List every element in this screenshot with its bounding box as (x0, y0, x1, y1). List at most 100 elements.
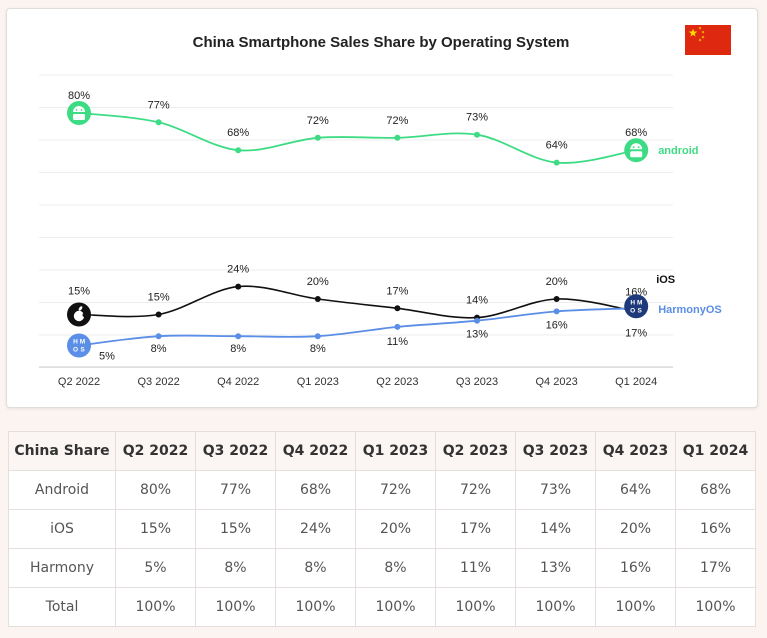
table-cell: 100% (355, 587, 436, 627)
data-label: 68% (227, 127, 249, 139)
x-tick-label: Q2 2023 (376, 376, 418, 388)
table-cell: 11% (435, 548, 516, 588)
table-cell: 100% (435, 587, 516, 627)
table-cell: 17% (435, 509, 516, 549)
table-cell: 14% (515, 509, 596, 549)
x-tick-label: Q2 2022 (58, 376, 100, 388)
share-table: China Share Q2 2022 Q3 2022 Q4 2022 Q1 2023 Q… (8, 431, 756, 627)
table-header-row: China Share Q2 2022 Q3 2022 Q4 2022 Q1 2023 Q… (8, 431, 756, 471)
table-row: Total 100% 100% 100% 100% 100% 100% 100% 100% (8, 587, 756, 627)
table-cell: 15% (115, 509, 196, 549)
data-point (474, 317, 480, 324)
data-label: 15% (148, 292, 170, 304)
table-cell: 100% (195, 587, 276, 627)
hmos-logo-icon: H MO S (67, 333, 91, 358)
android-eye (75, 109, 78, 111)
table-row: iOS 15% 15% 24% 20% 17% 14% 20% 16% (8, 509, 756, 549)
chart-title: China Smartphone Sales Share by Operatin… (193, 34, 570, 51)
data-point (155, 119, 162, 126)
hmos-badge-letter: H (73, 339, 78, 346)
table-row: Android 80% 77% 68% 72% 72% 73% 64% 68% (8, 470, 756, 510)
data-point (314, 134, 321, 141)
table-cell: 77% (195, 470, 276, 510)
data-point (394, 305, 401, 312)
flag-star (701, 35, 705, 39)
table-cell: 73% (515, 470, 596, 510)
data-label: 17% (625, 327, 647, 339)
table-row-label: Android (8, 470, 116, 510)
table-column-header: Q1 2023 (355, 431, 436, 471)
table-cell: 100% (675, 587, 756, 627)
data-point (474, 131, 480, 138)
data-label: 20% (546, 276, 568, 288)
apple-logo-icon (67, 302, 91, 327)
hmos-badge-letter: M (80, 339, 85, 346)
table-row: Harmony 5% 8% 8% 8% 11% 13% 16% 17% (8, 548, 756, 588)
hmos-logo-icon: H MO S (624, 294, 649, 319)
data-label: 64% (546, 140, 568, 152)
data-point (394, 134, 401, 141)
data-label: 77% (148, 99, 170, 111)
data-point (235, 147, 242, 154)
table-column-header: Q2 2023 (435, 431, 516, 471)
hmos-badge-letter: H (630, 299, 635, 306)
x-tick-label: Q3 2022 (137, 376, 179, 388)
table-cell: 8% (195, 548, 276, 588)
table-row-label: iOS (8, 509, 116, 549)
flag-field (685, 25, 731, 55)
data-point (553, 296, 560, 302)
series-line-harmonyos (78, 307, 637, 347)
hmos-badge-letter: S (638, 307, 643, 314)
data-label: 5% (99, 351, 115, 363)
data-point (394, 323, 401, 330)
table-cell: 5% (115, 548, 196, 588)
apple-leaf (78, 306, 83, 311)
flag-star (688, 28, 698, 37)
series-label-ios: iOS (656, 274, 675, 286)
data-label: 8% (230, 343, 246, 355)
data-label: 68% (625, 127, 647, 139)
data-label: 8% (310, 343, 326, 355)
data-label: 8% (151, 343, 167, 355)
line-chart: China Smartphone Sales Share by Operatin… (39, 25, 731, 388)
table-cell: 72% (355, 470, 436, 510)
android-logo-icon (67, 101, 91, 125)
hmos-badge-letter: M (637, 299, 642, 306)
data-point (553, 308, 560, 315)
data-label: 24% (227, 264, 249, 276)
table-body: Android 80% 77% 68% 72% 72% 73% 64% 68% iOS 15% 15%… (8, 470, 756, 627)
table-row-label: Total (8, 587, 116, 627)
table-column-header: Q4 2022 (275, 431, 356, 471)
data-label: 16% (546, 319, 568, 331)
x-tick-label: Q4 2022 (217, 376, 259, 388)
table-cell: 80% (115, 470, 196, 510)
table-cell: 64% (595, 470, 676, 510)
table-cell: 100% (275, 587, 356, 627)
table-column-header: Q1 2024 (675, 431, 756, 471)
table-cell: 20% (595, 509, 676, 549)
table-cell: 16% (675, 509, 756, 549)
table-cell: 17% (675, 548, 756, 588)
android-badge-bg (624, 138, 649, 163)
table-cell: 16% (595, 548, 676, 588)
table-cell: 72% (435, 470, 516, 510)
apple-shape (73, 310, 85, 322)
hmos-badge-letter: O (630, 307, 635, 314)
android-body (73, 114, 85, 120)
flag-star (698, 26, 702, 30)
android-logo-icon (624, 138, 649, 163)
table-cell: 100% (115, 587, 196, 627)
data-label: 80% (68, 90, 90, 102)
china-flag-icon (685, 25, 731, 55)
data-label: 72% (386, 115, 408, 127)
android-badge-bg (67, 101, 91, 125)
hmos-badge-bg (624, 294, 649, 319)
data-label: 11% (387, 336, 408, 348)
table-cell: 24% (275, 509, 356, 549)
table-cell: 20% (355, 509, 436, 549)
table-column-header: Q4 2023 (595, 431, 676, 471)
apple-bite (82, 313, 87, 317)
x-tick-label: Q4 2023 (535, 376, 577, 388)
chart-card: China Smartphone Sales Share by Operatin… (6, 8, 758, 408)
table-column-header: Q2 2022 (115, 431, 196, 471)
